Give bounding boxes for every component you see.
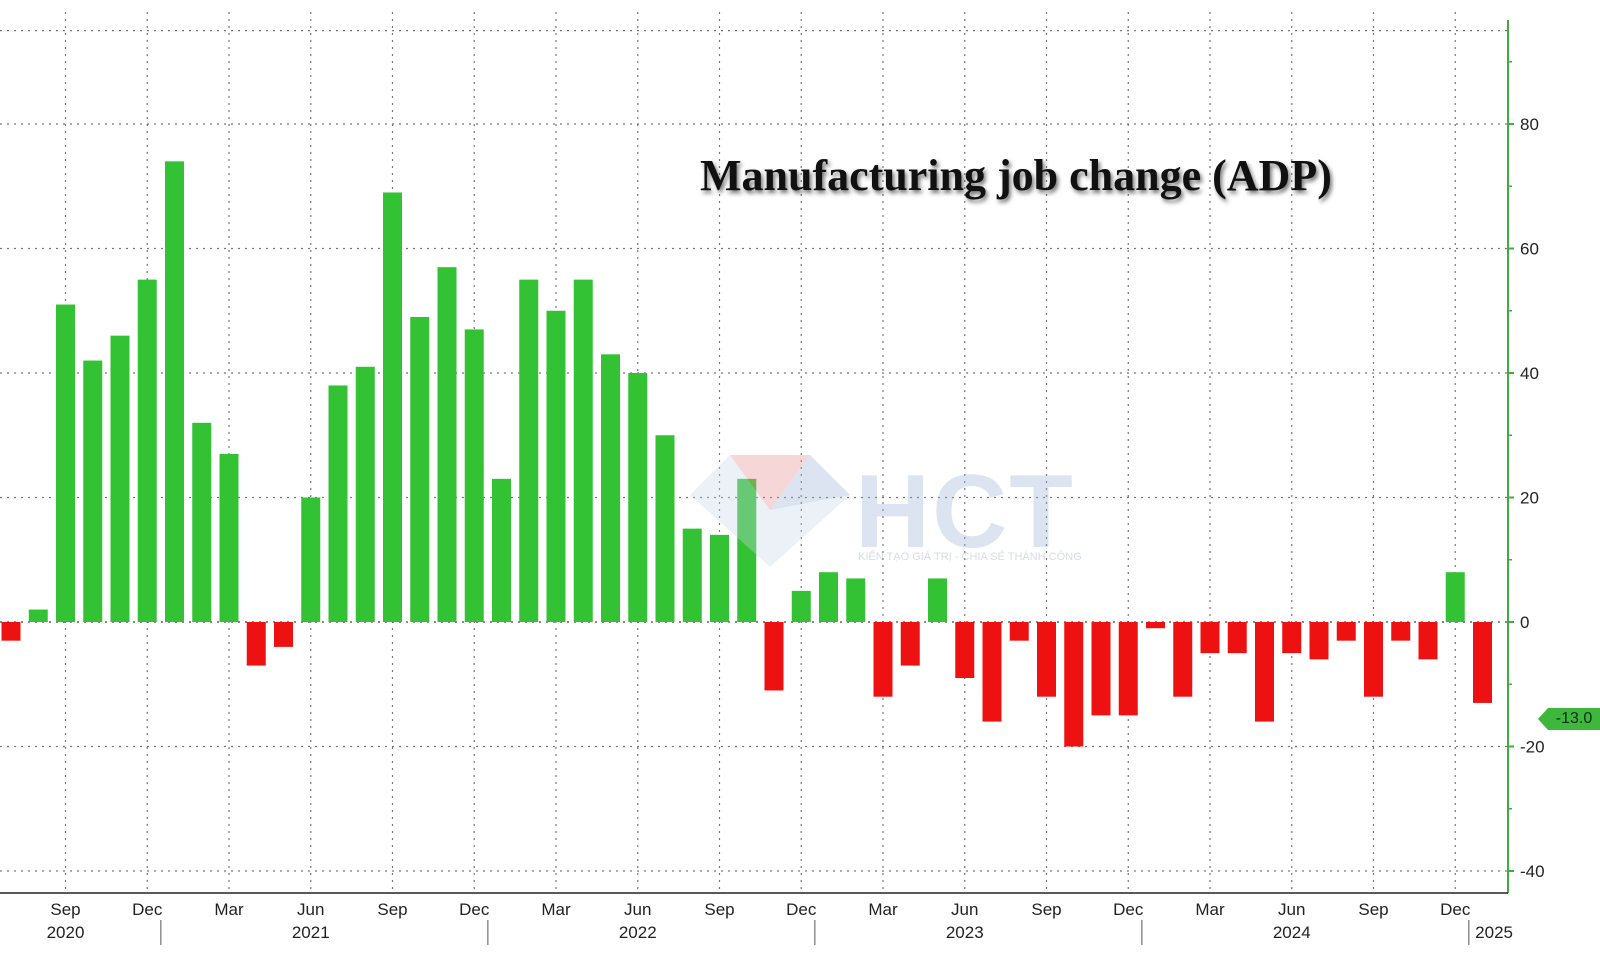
x-month-label: Dec [132, 900, 163, 919]
x-month-label: Jun [1278, 900, 1305, 919]
bar-2023-07 [982, 622, 1002, 722]
watermark-brand: HCT [855, 454, 1075, 570]
bar-2024-12 [1445, 572, 1465, 622]
bar-2024-03 [1200, 622, 1220, 654]
bar-2020-11 [110, 335, 130, 622]
bar-2023-09 [1037, 622, 1056, 697]
bar-2020-10 [83, 360, 103, 622]
bar-2020-08 [28, 609, 48, 622]
bar-2023-12 [1118, 622, 1138, 716]
bar-2022-03 [546, 310, 566, 622]
bar-2021-02 [192, 422, 212, 622]
x-month-label: Sep [1358, 900, 1388, 919]
x-month-label: Sep [50, 900, 80, 919]
bar-2024-10 [1391, 622, 1411, 641]
bar-2022-01 [492, 478, 511, 622]
y-tick-label: 80 [1520, 115, 1539, 134]
bar-2022-08 [682, 528, 702, 622]
bar-2024-07 [1309, 622, 1329, 660]
bar-2021-05 [274, 622, 293, 647]
bar-2024-02 [1173, 622, 1193, 697]
bar-2022-12 [791, 590, 811, 622]
x-month-label: Mar [214, 900, 244, 919]
x-year-label: 2024 [1273, 923, 1311, 942]
y-tick-label: -20 [1520, 738, 1545, 757]
x-month-label: Dec [459, 900, 490, 919]
bar-2023-05 [928, 578, 947, 622]
hct-watermark: HCT KIẾN TẠO GIÁ TRỊ - CHIA SẺ THÀNH CÔN… [690, 454, 1090, 575]
bar-2024-05 [1255, 622, 1274, 722]
bar-2023-03 [873, 622, 893, 697]
x-month-label: Jun [951, 900, 978, 919]
bar-2021-10 [410, 316, 430, 622]
bar-2023-06 [955, 622, 975, 679]
watermark-tagline: KIẾN TẠO GIÁ TRỊ - CHIA SẺ THÀNH CÔNG [858, 551, 1082, 563]
bar-2021-01 [165, 161, 184, 622]
bar-2021-03 [219, 453, 239, 622]
bar-2024-06 [1282, 622, 1302, 654]
bar-2020-09 [56, 304, 75, 622]
diamond-logo-icon [690, 455, 850, 567]
last-value-label: -13.0 [1538, 708, 1600, 730]
x-month-label: Mar [541, 900, 571, 919]
chart-title: Manufacturing job change (ADP) [700, 151, 1332, 200]
bar-2022-10 [737, 478, 757, 622]
bar-2022-02 [519, 279, 539, 622]
x-year-label: 2025 [1475, 923, 1513, 942]
bar-2020-12 [137, 279, 157, 622]
bar-2021-06 [301, 497, 321, 622]
bar-2024-01 [1146, 622, 1165, 629]
x-month-label: Sep [1031, 900, 1061, 919]
bar-2024-04 [1227, 622, 1247, 654]
x-month-label: Jun [297, 900, 324, 919]
x-month-label: Dec [786, 900, 817, 919]
bar-2023-02 [846, 578, 866, 622]
bar-2021-04 [246, 622, 266, 666]
x-month-label: Mar [1195, 900, 1225, 919]
bar-2022-11 [764, 622, 784, 691]
bar-2022-05 [601, 354, 620, 622]
bar-2024-11 [1418, 622, 1438, 660]
bar-2022-07 [655, 435, 675, 622]
bar-2023-01 [819, 572, 838, 622]
bar-2021-07 [328, 385, 348, 622]
bar-2024-08 [1336, 622, 1356, 641]
y-tick-label: 0 [1520, 613, 1529, 632]
y-tick-label: 40 [1520, 364, 1539, 383]
bar-2021-09 [383, 192, 402, 622]
bar-2025-01 [1473, 622, 1492, 703]
x-year-label: 2021 [292, 923, 330, 942]
x-month-label: Sep [377, 900, 407, 919]
x-month-label: Dec [1440, 900, 1471, 919]
bar-2022-04 [573, 279, 593, 622]
bar-2021-12 [464, 329, 484, 622]
y-tick-label: 60 [1520, 240, 1539, 259]
x-month-label: Mar [868, 900, 898, 919]
bar-2021-11 [437, 267, 457, 622]
bar-2023-08 [1009, 622, 1029, 641]
x-year-label: 2022 [619, 923, 657, 942]
bar-2024-09 [1364, 622, 1383, 697]
y-tick-label: -40 [1520, 862, 1545, 881]
bar-2023-11 [1091, 622, 1111, 716]
x-month-label: Dec [1113, 900, 1144, 919]
x-month-label: Jun [624, 900, 651, 919]
x-month-label: Sep [704, 900, 734, 919]
bar-2023-04 [900, 622, 920, 666]
bar-2021-08 [355, 366, 375, 622]
x-year-label: 2023 [946, 923, 984, 942]
bar-2023-10 [1064, 622, 1084, 747]
bar-2022-06 [628, 373, 648, 622]
x-year-label: 2020 [47, 923, 85, 942]
y-tick-label: 20 [1520, 489, 1539, 508]
bar-2020-07 [1, 622, 21, 641]
bar-2022-09 [710, 534, 729, 622]
